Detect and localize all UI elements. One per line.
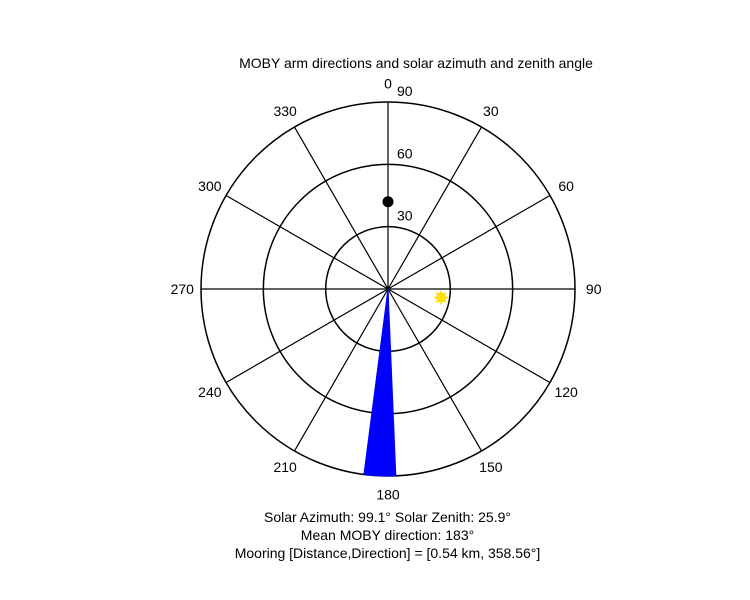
radial-label-60: 60 xyxy=(397,145,413,161)
spoke-150 xyxy=(387,288,483,452)
sun-ray-1 xyxy=(440,296,447,304)
angle-label-120: 120 xyxy=(554,384,578,400)
sun-marker xyxy=(434,290,449,305)
angle-label-60: 60 xyxy=(558,178,574,194)
angle-label-150: 150 xyxy=(479,459,503,475)
radial-label-90: 90 xyxy=(397,83,413,99)
polar-points xyxy=(382,196,449,305)
spoke-300 xyxy=(225,194,389,290)
polar-tick-labels: 0 30 60 90 120 150 180 210 240 270 300 330 30 60 90 xyxy=(171,75,602,502)
spoke-60 xyxy=(387,194,551,290)
moby-direction-caption: Mean MOBY direction: 183° xyxy=(300,527,475,543)
angle-label-180: 180 xyxy=(376,487,400,503)
spoke-240 xyxy=(225,288,389,384)
angle-label-210: 210 xyxy=(273,459,297,475)
radial-label-30: 30 xyxy=(397,208,413,224)
spoke-30 xyxy=(387,126,483,290)
sun-ray-3 xyxy=(435,296,442,304)
solar-caption: Solar Azimuth: 99.1° Solar Zenith: 25.9° xyxy=(264,509,511,525)
mooring-point xyxy=(382,196,394,208)
chart-title: MOBY arm directions and solar azimuth an… xyxy=(239,55,593,71)
spoke-120 xyxy=(387,288,551,384)
sun-ray-7 xyxy=(440,291,447,299)
angle-label-300: 300 xyxy=(198,178,222,194)
angle-label-330: 330 xyxy=(273,103,297,119)
mooring-caption: Mooring [Distance,Direction] = [0.54 km,… xyxy=(234,545,541,561)
moby-arm-9 xyxy=(363,288,389,476)
spoke-330 xyxy=(293,126,389,290)
angle-label-90: 90 xyxy=(586,281,602,297)
angle-label-0: 0 xyxy=(384,75,392,91)
angle-label-30: 30 xyxy=(483,103,499,119)
angle-label-270: 270 xyxy=(171,281,195,297)
sun-ray-5 xyxy=(435,291,442,299)
moby-arm-directions xyxy=(363,288,397,477)
angle-label-240: 240 xyxy=(198,384,222,400)
spoke-210 xyxy=(293,288,389,452)
